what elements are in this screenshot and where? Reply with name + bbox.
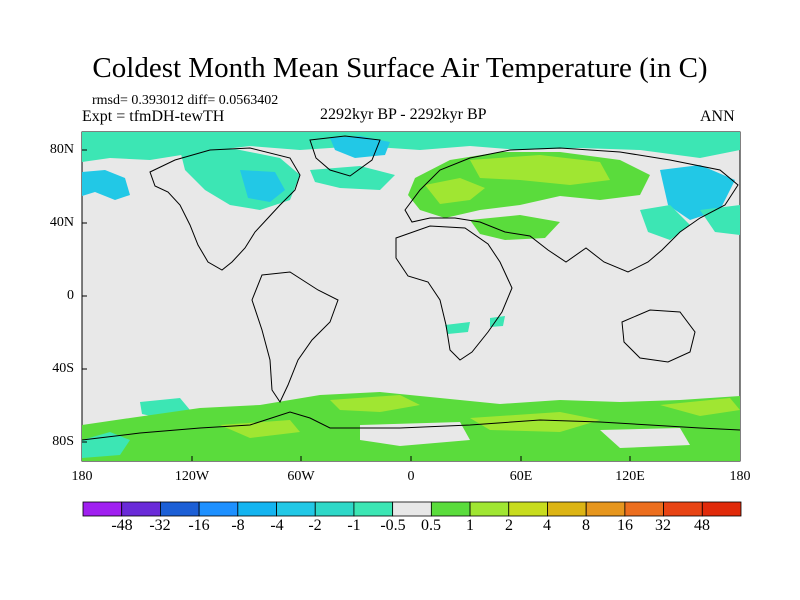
antarctic-warmer-region-4 (660, 398, 740, 416)
colorbar-swatch (353, 501, 394, 517)
colorbar-swatch (198, 501, 239, 517)
antarctic-warmer-region-3 (220, 420, 300, 438)
colorbar-swatch (624, 501, 664, 517)
axis-ticks (82, 149, 631, 461)
coastlines (81, 135, 741, 441)
east-asia-cool-region (640, 205, 690, 240)
siberia-warmer-region (470, 155, 610, 185)
period-label: 2292kyr BP - 2292kyr BP (320, 106, 487, 123)
tropic-cool-patch (445, 322, 470, 334)
colorbar-swatch (508, 501, 548, 517)
africa-coast (395, 225, 513, 361)
colorbar-label: -1 (347, 517, 361, 534)
colorbar-label: 32 (655, 517, 671, 534)
colorbar-label: 2 (505, 517, 513, 534)
colorbar-swatch (585, 501, 626, 517)
colorbar-label: 16 (617, 517, 633, 534)
colorbar-swatch (160, 501, 200, 517)
colorbar-swatch (392, 501, 432, 517)
south-america-coast (251, 271, 339, 404)
colorbar-label: -2 (308, 517, 322, 534)
colorbar-label: -8 (231, 517, 245, 534)
lon-tick-label: 120E (615, 469, 645, 484)
colorbar-label: -48 (111, 517, 133, 534)
colorbar-label: 1 (466, 517, 474, 534)
colorbar-swatch (547, 501, 587, 517)
colorbar-swatch (469, 501, 510, 517)
mideast-warm-region (470, 215, 560, 240)
arctic-cool-region (82, 132, 740, 162)
colorbar-swatch (314, 501, 355, 517)
colorbar-label: 4 (543, 517, 551, 534)
colorbar-swatch (701, 501, 742, 517)
europe-warmer-region (425, 178, 485, 204)
chart-title: Coldest Month Mean Surface Air Temperatu… (92, 52, 708, 84)
lat-tick-label: 80S (52, 434, 74, 449)
antarctic-warmer-region-2 (470, 412, 600, 432)
north-america-cold-region (240, 170, 285, 202)
australia-coast (621, 309, 696, 363)
colorbar-swatch (430, 501, 471, 517)
lon-tick-label: 0 (407, 469, 415, 484)
lon-tick-label: 120W (174, 469, 210, 484)
greenland-coast (309, 135, 381, 177)
colorbar-label: 8 (582, 517, 590, 534)
lon-tick-label: 60E (509, 469, 533, 484)
colorbar-swatch (276, 501, 316, 517)
colorbar-swatch (121, 501, 161, 517)
colorbar-label: -32 (149, 517, 171, 534)
lat-tick-label: 40N (49, 215, 74, 230)
antarctica-coast (81, 411, 741, 441)
antarctic-neutral-gap-2 (600, 428, 690, 448)
lat-tick-label: 40S (52, 361, 74, 376)
lat-tick-label: 80N (49, 142, 74, 157)
colorbar-swatch (237, 501, 277, 517)
colorbar-label: -4 (270, 517, 284, 534)
lat-tick-label: 0 (67, 288, 74, 303)
lon-tick-label: 60W (287, 469, 315, 484)
colorbar-label: 48 (694, 517, 710, 534)
colorbar-label: 0.5 (421, 517, 441, 534)
colorbar-label: -0.5 (380, 517, 406, 534)
eurasia-coast (404, 147, 739, 273)
experiment-label: Expt = tfmDH-tewTH (82, 108, 225, 125)
antarctic-warmer-region-1 (330, 395, 420, 412)
colorbar-swatch (663, 501, 703, 517)
stats-label: rmsd= 0.393012 diff= 0.0563402 (92, 93, 279, 108)
north-pacific-cold-region (82, 170, 130, 200)
colorbar-label: -16 (188, 517, 210, 534)
north-atlantic-cool-region (310, 166, 395, 190)
colorbar-swatch (82, 501, 123, 517)
lon-tick-label: 180 (729, 469, 751, 484)
east-asia-cold-region (660, 165, 735, 220)
north-america-coast (149, 147, 301, 271)
season-label: ANN (700, 108, 735, 125)
lon-tick-label: 180 (71, 469, 93, 484)
